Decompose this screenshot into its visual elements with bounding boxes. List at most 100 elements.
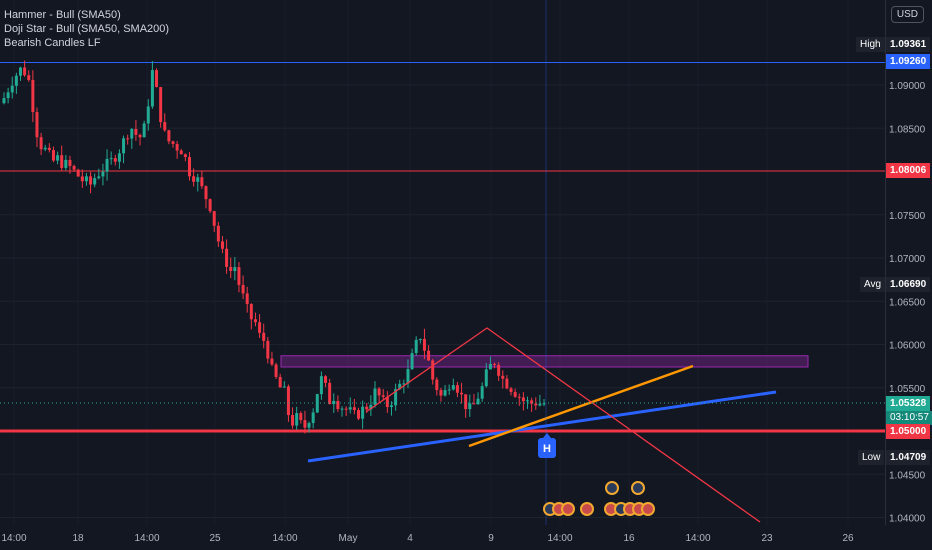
candle-body (47, 147, 51, 151)
candle-body (480, 386, 484, 399)
candle-body (105, 158, 109, 172)
candle-body (266, 340, 270, 359)
candle-body (455, 385, 459, 393)
price-axis-separator (885, 0, 886, 525)
x-tick-label: 14:00 (1, 533, 26, 544)
candle-body (472, 403, 476, 405)
candle-body (258, 322, 262, 333)
legend-item-hammer[interactable]: Hammer - Bull (SMA50) (4, 9, 121, 21)
candle-body (394, 389, 398, 406)
candle-body (468, 403, 472, 410)
candle-body (373, 388, 377, 405)
candle-body (282, 386, 286, 388)
candle-body (278, 376, 282, 388)
y-tick-label: 1.06000 (889, 341, 926, 352)
x-tick-label: 14:00 (685, 533, 710, 544)
red-line-lower-price-label: 1.05000 (886, 424, 931, 439)
candle-body (245, 293, 249, 304)
resistance-zone[interactable] (280, 355, 809, 368)
candle-body (488, 363, 492, 370)
high-tag: High (856, 37, 885, 52)
candle-body (167, 130, 171, 142)
candle-body (183, 154, 187, 158)
y-tick-label: 1.04000 (889, 514, 926, 525)
candle-body (241, 284, 245, 294)
candle-body (138, 134, 142, 138)
candle-body (431, 360, 435, 380)
candle-body (414, 339, 418, 354)
candle-body (307, 423, 311, 428)
candle-body (377, 388, 381, 396)
candle-body (14, 75, 18, 86)
x-tick-label: 25 (209, 533, 221, 544)
candle-body (212, 211, 216, 226)
candle-body (513, 392, 517, 397)
candle-body (27, 75, 31, 80)
candle-body (146, 106, 150, 124)
candle-body (249, 303, 253, 320)
legend-item-bearish[interactable]: Bearish Candles LF (4, 37, 101, 49)
red-triangle-pattern[interactable] (365, 327, 761, 523)
x-tick-label: 9 (488, 533, 494, 544)
candle-body (348, 407, 352, 410)
candle-body (43, 147, 47, 150)
candle-body (200, 177, 204, 187)
candle-body (291, 415, 295, 426)
candle-body (530, 400, 534, 404)
event-marker-h[interactable]: H (538, 433, 556, 458)
candlesticks (2, 60, 546, 434)
candle-body (18, 67, 22, 76)
candle-body (365, 406, 369, 410)
candle-body (6, 92, 10, 99)
candle-body (398, 383, 402, 390)
blue-trendline[interactable] (307, 390, 777, 463)
x-tick-label: 23 (761, 533, 773, 544)
candle-body (418, 338, 422, 340)
x-tick-label: 16 (623, 533, 635, 544)
candle-body (299, 413, 303, 421)
candle-body (175, 143, 179, 151)
candle-body (179, 150, 183, 155)
candle-body (113, 158, 117, 162)
currency-button[interactable]: USD (890, 6, 924, 23)
x-axis-ticks: 14:00 18 14:00 25 14:00 May 4 9 14:00 16 14:00 23 26 (1, 533, 854, 544)
x-tick-label: 4 (407, 533, 413, 544)
candle-body (159, 87, 163, 123)
candle-body (517, 396, 521, 398)
candle-body (336, 400, 340, 410)
candle-body (447, 389, 451, 391)
candle-body (435, 379, 439, 391)
candle-body (497, 364, 501, 376)
candle-body (253, 319, 257, 323)
candle-body (324, 376, 328, 383)
candle-body (225, 248, 229, 267)
x-tick-label: 14:00 (547, 533, 572, 544)
candle-body (352, 407, 356, 411)
y-tick-label: 1.04500 (889, 470, 926, 481)
candle-body (406, 369, 410, 384)
horizontal-lines (0, 62, 885, 433)
candle-body (134, 128, 138, 135)
candle-body (381, 395, 385, 397)
event-globe-icon[interactable] (631, 481, 645, 495)
candle-body (427, 350, 431, 361)
event-globe-icon[interactable] (605, 481, 619, 495)
candle-body (35, 112, 39, 138)
candle-body (72, 165, 76, 170)
candle-body (521, 397, 525, 402)
candle-body (84, 176, 88, 182)
candle-body (501, 375, 505, 379)
candle-body (270, 358, 274, 365)
candle-body (220, 241, 224, 249)
candle-body (204, 186, 208, 200)
event-us-flag-icon[interactable] (561, 502, 575, 516)
candle-body (10, 85, 14, 93)
legend-item-doji[interactable]: Doji Star - Bull (SMA50, SMA200) (4, 23, 170, 35)
candle-body (303, 420, 307, 428)
candle-body (56, 155, 60, 161)
candle-body (2, 98, 6, 104)
event-us-flag-icon[interactable] (580, 502, 594, 516)
orange-trendline[interactable] (468, 364, 694, 448)
event-us-flag-icon[interactable] (641, 502, 655, 516)
